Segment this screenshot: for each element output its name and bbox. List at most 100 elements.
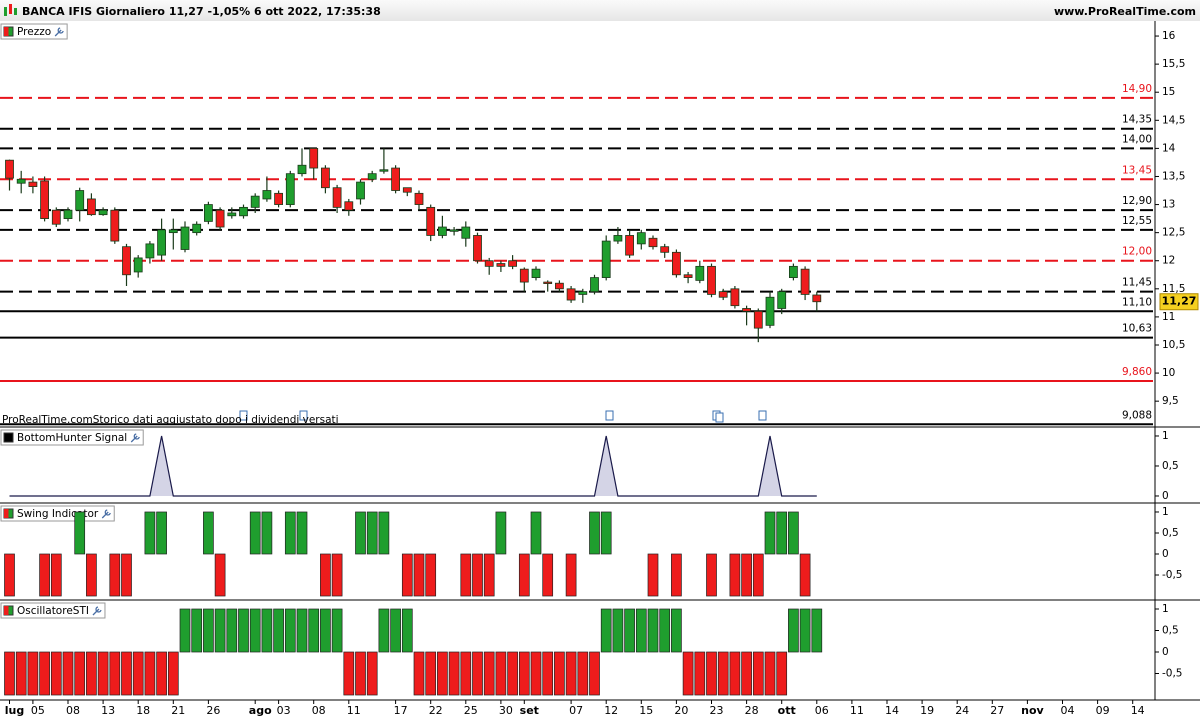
candle-body [356, 181, 365, 200]
y-tick-label: 0 [1162, 646, 1169, 658]
bar [296, 608, 308, 653]
candle-body [239, 206, 248, 217]
candle-body [215, 209, 225, 228]
bar [612, 608, 624, 653]
x-tick-label: 19 [920, 704, 934, 717]
y-tick-label: 1 [1162, 506, 1169, 518]
bar [39, 651, 50, 696]
bar [261, 608, 273, 653]
candle-body [157, 229, 167, 256]
bar [542, 651, 554, 696]
bar [226, 608, 238, 653]
candle-body [519, 268, 529, 283]
candle-body [707, 265, 716, 295]
panel-label-box [0, 429, 144, 446]
x-tick-label: 26 [206, 704, 220, 717]
x-tick-label: 24 [955, 704, 969, 717]
bar [776, 651, 788, 696]
candle-body [672, 251, 681, 276]
bar [109, 651, 121, 696]
y-tick-label: 0 [1162, 490, 1169, 502]
bar [671, 608, 682, 653]
y-tick-label: 1 [1162, 603, 1169, 615]
bar [425, 553, 437, 597]
level-label: 14,35 [1122, 114, 1152, 126]
x-tick-label: 06 [815, 704, 829, 717]
panel-label-icon-half [4, 509, 9, 518]
x-tick-label: nov [1021, 704, 1044, 717]
bar [448, 651, 460, 696]
x-tick-label: 25 [464, 704, 478, 717]
x-tick-label: 12 [604, 704, 618, 717]
y-tick-label: 0 [1162, 548, 1169, 560]
candle-body [133, 257, 143, 273]
level-label: 14,00 [1122, 133, 1152, 145]
y-tick-label: -0,5 [1162, 668, 1183, 680]
candle-body [285, 173, 295, 205]
bar [86, 553, 97, 597]
bar [647, 608, 659, 653]
bar [671, 553, 682, 597]
bar [167, 651, 179, 696]
panel-label-icon [3, 432, 14, 443]
bar [214, 608, 226, 653]
bar [811, 608, 823, 653]
bar [460, 553, 472, 597]
x-tick-label: 17 [394, 704, 408, 717]
candle-body [777, 291, 787, 309]
candle-body [16, 178, 26, 184]
bar [74, 651, 86, 696]
x-tick-label: 23 [710, 704, 724, 717]
y-tick-label: 15,5 [1162, 58, 1185, 70]
candle-body [28, 181, 38, 187]
last-price-tag [1159, 293, 1199, 311]
bar [788, 608, 799, 653]
candle-body [414, 192, 424, 205]
bar [472, 553, 483, 597]
bar [27, 651, 39, 696]
y-tick-label: 11 [1162, 311, 1175, 323]
bar [600, 608, 612, 653]
header-icon [4, 4, 17, 16]
bar [706, 553, 717, 597]
candle-body [332, 187, 342, 208]
x-tick-label: 11 [850, 704, 864, 717]
x-tick-label: 14 [1131, 704, 1145, 717]
candle-body [168, 229, 178, 234]
bar [378, 511, 390, 555]
x-tick-label: 08 [66, 704, 80, 717]
candle-body [648, 237, 658, 248]
bar [4, 553, 15, 597]
candle-body [636, 232, 646, 245]
panel-label-wrench [130, 433, 140, 443]
bar [647, 553, 659, 597]
bar [460, 651, 472, 696]
x-tick-label: 15 [639, 704, 653, 717]
x-tick-label: 21 [171, 704, 185, 717]
y-tick-label: 9,5 [1162, 395, 1179, 407]
bar [425, 651, 437, 696]
bar [799, 608, 811, 653]
chart-title: BANCA IFIS Giornaliero 11,27 -1,05% 6 ot… [22, 5, 381, 18]
bar [296, 511, 308, 555]
bar [308, 608, 320, 653]
candle-body [800, 268, 810, 295]
bar [366, 651, 378, 696]
candle-body [508, 260, 518, 267]
bar [366, 511, 378, 555]
candle-body [145, 243, 155, 259]
candle-body [122, 246, 131, 276]
bar [530, 651, 542, 696]
level-label: 13,45 [1122, 164, 1152, 176]
panel-label-box [0, 505, 115, 522]
candle-body [578, 291, 588, 295]
panel-title: Swing Indicator [17, 508, 99, 520]
bar [717, 651, 729, 696]
bar [97, 651, 109, 696]
panel-title: Prezzo [17, 26, 51, 38]
x-tick-label: 20 [674, 704, 688, 717]
level-label: 11,10 [1122, 296, 1152, 308]
bar [50, 553, 62, 597]
y-tick-label: 16 [1162, 30, 1176, 42]
